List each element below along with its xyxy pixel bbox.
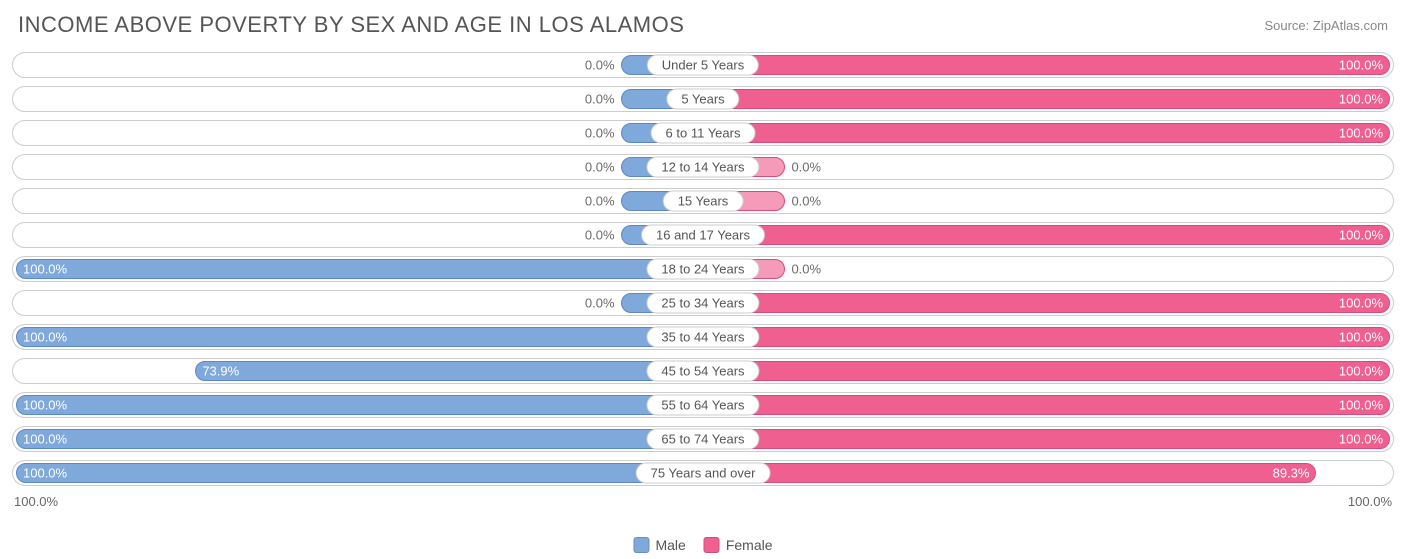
legend-label: Male [655,537,685,553]
chart-source: Source: ZipAtlas.com [1264,18,1388,33]
category-label: 12 to 14 Years [646,157,759,178]
male-bar: 100.0% [16,259,703,279]
female-value-label: 100.0% [1339,228,1383,243]
female-value-label: 100.0% [1339,432,1383,447]
chart-row: 0.0% 0.0% 15 Years [12,188,1394,214]
legend-swatch [633,537,649,553]
female-value-label: 100.0% [1339,92,1383,107]
male-value-label: 100.0% [23,432,67,447]
legend-item: Female [704,537,773,553]
male-value-label: 73.9% [202,364,239,379]
female-value-label: 100.0% [1339,330,1383,345]
male-value-label: 100.0% [23,330,67,345]
chart-row: 0.0% 100.0% Under 5 Years [12,52,1394,78]
male-value-label: 100.0% [23,398,67,413]
female-value-label: 0.0% [791,194,821,209]
male-value-label: 0.0% [585,58,615,73]
legend-label: Female [726,537,773,553]
chart-row: 0.0% 100.0% 5 Years [12,86,1394,112]
chart-row: 0.0% 100.0% 25 to 34 Years [12,290,1394,316]
category-label: 35 to 44 Years [646,327,759,348]
male-bar: 73.9% [195,361,703,381]
category-label: 55 to 64 Years [646,395,759,416]
male-value-label: 100.0% [23,262,67,277]
male-value-label: 0.0% [585,126,615,141]
category-label: 45 to 54 Years [646,361,759,382]
male-value-label: 0.0% [585,160,615,175]
chart-row: 0.0% 0.0% 12 to 14 Years [12,154,1394,180]
chart-title: INCOME ABOVE POVERTY BY SEX AND AGE IN L… [18,12,684,38]
female-bar: 100.0% [703,225,1390,245]
category-label: 65 to 74 Years [646,429,759,450]
legend-swatch [704,537,720,553]
category-label: 5 Years [666,89,739,110]
female-bar: 100.0% [703,293,1390,313]
female-bar: 100.0% [703,89,1390,109]
female-value-label: 100.0% [1339,398,1383,413]
female-value-label: 89.3% [1273,466,1310,481]
axis-right-label: 100.0% [703,494,1392,509]
female-value-label: 0.0% [791,262,821,277]
female-value-label: 100.0% [1339,364,1383,379]
female-value-label: 0.0% [791,160,821,175]
male-value-label: 0.0% [585,296,615,311]
female-value-label: 100.0% [1339,296,1383,311]
female-bar: 100.0% [703,123,1390,143]
male-value-label: 0.0% [585,194,615,209]
category-label: 16 and 17 Years [641,225,765,246]
category-label: 15 Years [663,191,744,212]
male-bar: 100.0% [16,429,703,449]
male-bar: 100.0% [16,395,703,415]
male-value-label: 100.0% [23,466,67,481]
chart-row: 100.0% 100.0% 65 to 74 Years [12,426,1394,452]
axis-row: 100.0% 100.0% [0,494,1406,509]
female-bar: 100.0% [703,361,1390,381]
category-label: 18 to 24 Years [646,259,759,280]
category-label: Under 5 Years [647,55,759,76]
legend-item: Male [633,537,685,553]
female-value-label: 100.0% [1339,58,1383,73]
axis-left-label: 100.0% [14,494,703,509]
chart-row: 0.0% 100.0% 16 and 17 Years [12,222,1394,248]
female-bar: 100.0% [703,429,1390,449]
chart-row: 100.0% 89.3% 75 Years and over [12,460,1394,486]
female-value-label: 100.0% [1339,126,1383,141]
female-bar: 89.3% [703,463,1316,483]
male-value-label: 0.0% [585,228,615,243]
chart-row: 73.9% 100.0% 45 to 54 Years [12,358,1394,384]
chart-area: 0.0% 100.0% Under 5 Years 0.0% 100.0% 5 Years… [0,46,1406,486]
chart-row: 100.0% 100.0% 35 to 44 Years [12,324,1394,350]
female-bar: 100.0% [703,55,1390,75]
chart-row: 0.0% 100.0% 6 to 11 Years [12,120,1394,146]
category-label: 6 to 11 Years [651,123,756,144]
male-value-label: 0.0% [585,92,615,107]
female-bar: 100.0% [703,395,1390,415]
male-bar: 100.0% [16,463,703,483]
category-label: 25 to 34 Years [646,293,759,314]
chart-row: 100.0% 0.0% 18 to 24 Years [12,256,1394,282]
chart-row: 100.0% 100.0% 55 to 64 Years [12,392,1394,418]
category-label: 75 Years and over [636,463,771,484]
legend: Male Female [633,537,772,553]
female-bar: 100.0% [703,327,1390,347]
male-bar: 100.0% [16,327,703,347]
